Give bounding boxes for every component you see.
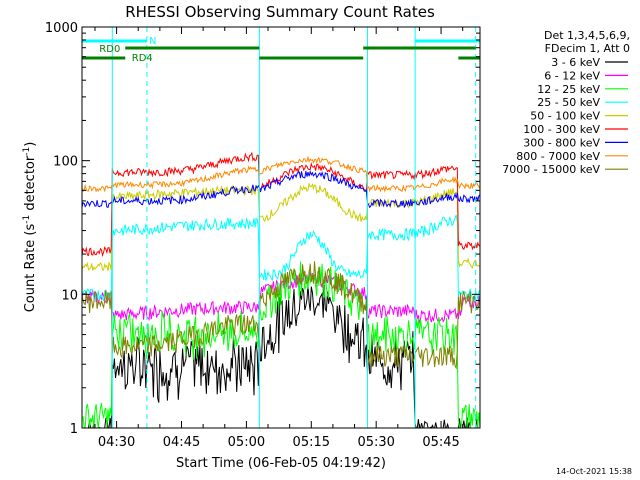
- legend-label-6: 100 - 300 keV: [523, 123, 600, 136]
- series-line-6: [81, 151, 481, 258]
- y-tick-label-4: 1000: [45, 21, 78, 36]
- y-axis-label-end: ): [23, 142, 38, 147]
- legend-label-1: 3 - 6 keV: [551, 56, 600, 69]
- series-curves: [81, 151, 481, 429]
- legend-label-4: 25 - 50 keV: [537, 96, 600, 109]
- series-line-7: [81, 169, 481, 209]
- x-axis-ticks: 04:30 04:45 05:00 05:15 05:30 05:45: [94, 27, 464, 450]
- y-axis-label-sup2: -1: [22, 147, 32, 156]
- legend-label-7: 300 - 800 keV: [523, 136, 600, 149]
- legend-label-5: 50 - 100 keV: [530, 110, 600, 123]
- saa-markers: [111, 27, 477, 428]
- y-tick-label-3: 100: [53, 155, 78, 170]
- x-axis-label: Start Time (06-Feb-05 04:19:42): [176, 456, 386, 471]
- flag-bars: N RD0 RD4: [82, 36, 480, 64]
- legend: Det 1,3,4,5,6,9, FDecim 1, Att 0 3 - 6 k…: [502, 29, 630, 176]
- y-axis-label-main: Count Rate (s: [23, 224, 38, 313]
- x-tick-label-6: 05:45: [422, 435, 459, 450]
- series-line-5: [81, 182, 481, 271]
- legend-label-9: 7000 - 15000 keV: [502, 163, 600, 176]
- legend-label-8: 800 - 7000 keV: [516, 150, 600, 163]
- chart-title: RHESSI Observing Summary Count Rates: [125, 3, 435, 21]
- y-axis-label: Count Rate (s-1 detector-1): [22, 142, 38, 313]
- legend-header-line-2: FDecim 1, Att 0: [545, 42, 630, 55]
- y-axis-label-mid: detector: [23, 155, 38, 215]
- y-axis-ticks: 1 10 100 1000: [45, 21, 480, 437]
- series-line-3: [81, 261, 481, 429]
- series-line-4: [81, 214, 481, 302]
- x-tick-label-5: 05:30: [357, 435, 394, 450]
- legend-label-3: 12 - 25 keV: [537, 83, 600, 96]
- x-tick-label-1: 04:30: [98, 435, 135, 450]
- series-line-8: [81, 155, 481, 193]
- plot-frame: [81, 26, 481, 429]
- x-tick-label-2: 04:45: [163, 435, 200, 450]
- legend-label-2: 6 - 12 keV: [544, 69, 600, 82]
- generation-timestamp: 14-Oct-2021 15:38: [556, 467, 632, 476]
- flag-label-n: N: [149, 36, 156, 47]
- y-tick-label-2: 10: [61, 288, 78, 303]
- x-tick-label-4: 05:15: [293, 435, 330, 450]
- series-line-9: [81, 261, 481, 370]
- y-axis-label-sup1: -1: [22, 215, 32, 224]
- x-tick-label-3: 05:00: [228, 435, 265, 450]
- flag-label-rd0: RD0: [99, 44, 120, 55]
- legend-header-line-1: Det 1,3,4,5,6,9,: [544, 29, 630, 42]
- flag-label-rd4: RD4: [132, 53, 153, 64]
- y-tick-label-1: 1: [70, 422, 78, 437]
